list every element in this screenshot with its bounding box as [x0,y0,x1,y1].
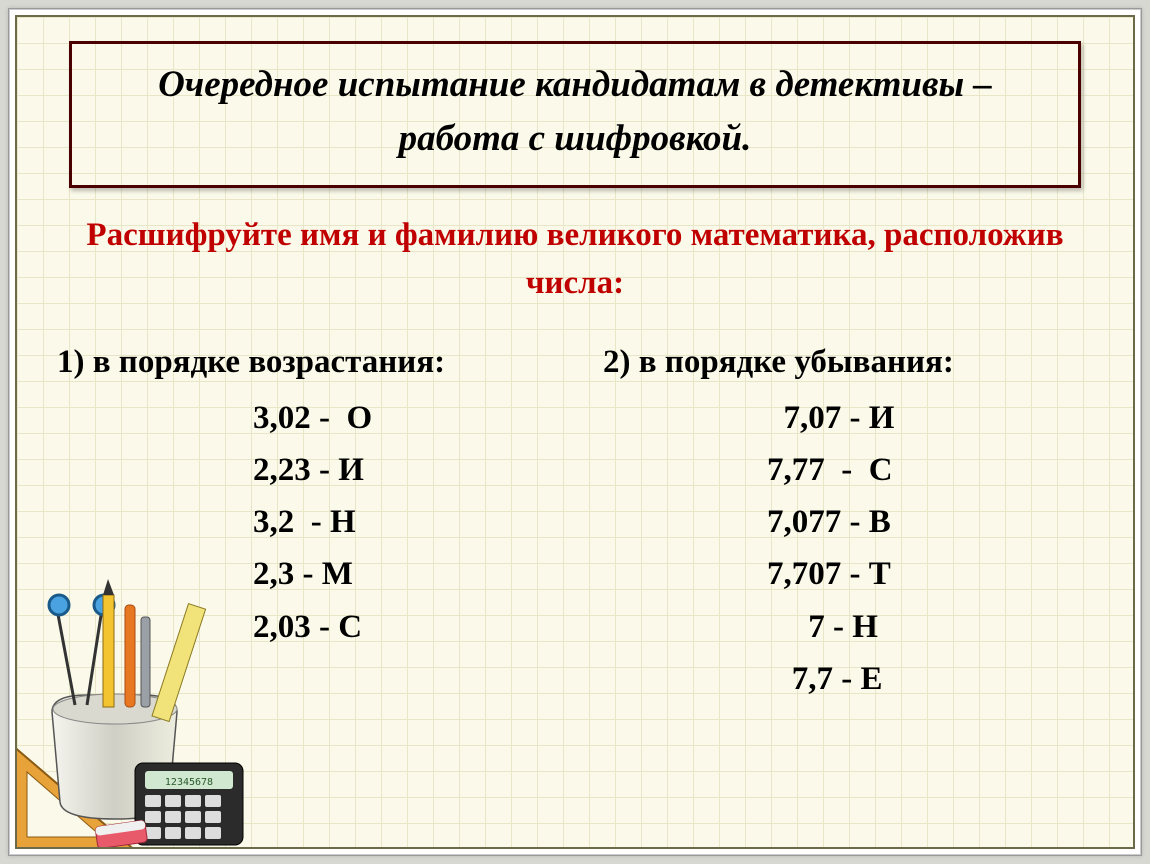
column-left-items: 3,02 - О 2,23 - И 3,2 - Н 2,3 - М 2,03 -… [53,392,575,653]
list-item: 7,77 - С [767,444,1097,496]
slide-frame: Очередное испытание кандидатам в детекти… [15,15,1135,849]
list-item: 2,23 - И [253,444,575,496]
list-item: 7,07 - И [767,392,1097,444]
title-box: Очередное испытание кандидатам в детекти… [69,41,1082,188]
title-text: Очередное испытание кандидатам в детекти… [100,58,1051,165]
list-item: 3,02 - О [253,392,575,444]
subtitle-text: Расшифруйте имя и фамилию великого матем… [53,212,1097,308]
column-right-header: 2) в порядке убывания: [575,336,1097,388]
column-ascending: 1) в порядке возрастания: 3,02 - О 2,23 … [53,336,575,705]
list-item: 7 - Н [767,601,1097,653]
svg-text:12345678: 12345678 [165,777,213,788]
cipher-columns: 1) в порядке возрастания: 3,02 - О 2,23 … [53,336,1097,705]
list-item: 2,03 - С [253,601,575,653]
column-right-items: 7,07 - И 7,77 - С 7,077 - В 7,707 - Т 7 … [575,392,1097,705]
list-item: 7,707 - Т [767,548,1097,600]
list-item: 3,2 - Н [253,496,575,548]
list-item: 7,077 - В [767,496,1097,548]
column-descending: 2) в порядке убывания: 7,07 - И 7,77 - С… [575,336,1097,705]
list-item: 2,3 - М [253,548,575,600]
outer-frame: Очередное испытание кандидатам в детекти… [8,8,1142,856]
column-left-header: 1) в порядке возрастания: [53,336,575,388]
list-item: 7,7 - Е [767,653,1097,705]
